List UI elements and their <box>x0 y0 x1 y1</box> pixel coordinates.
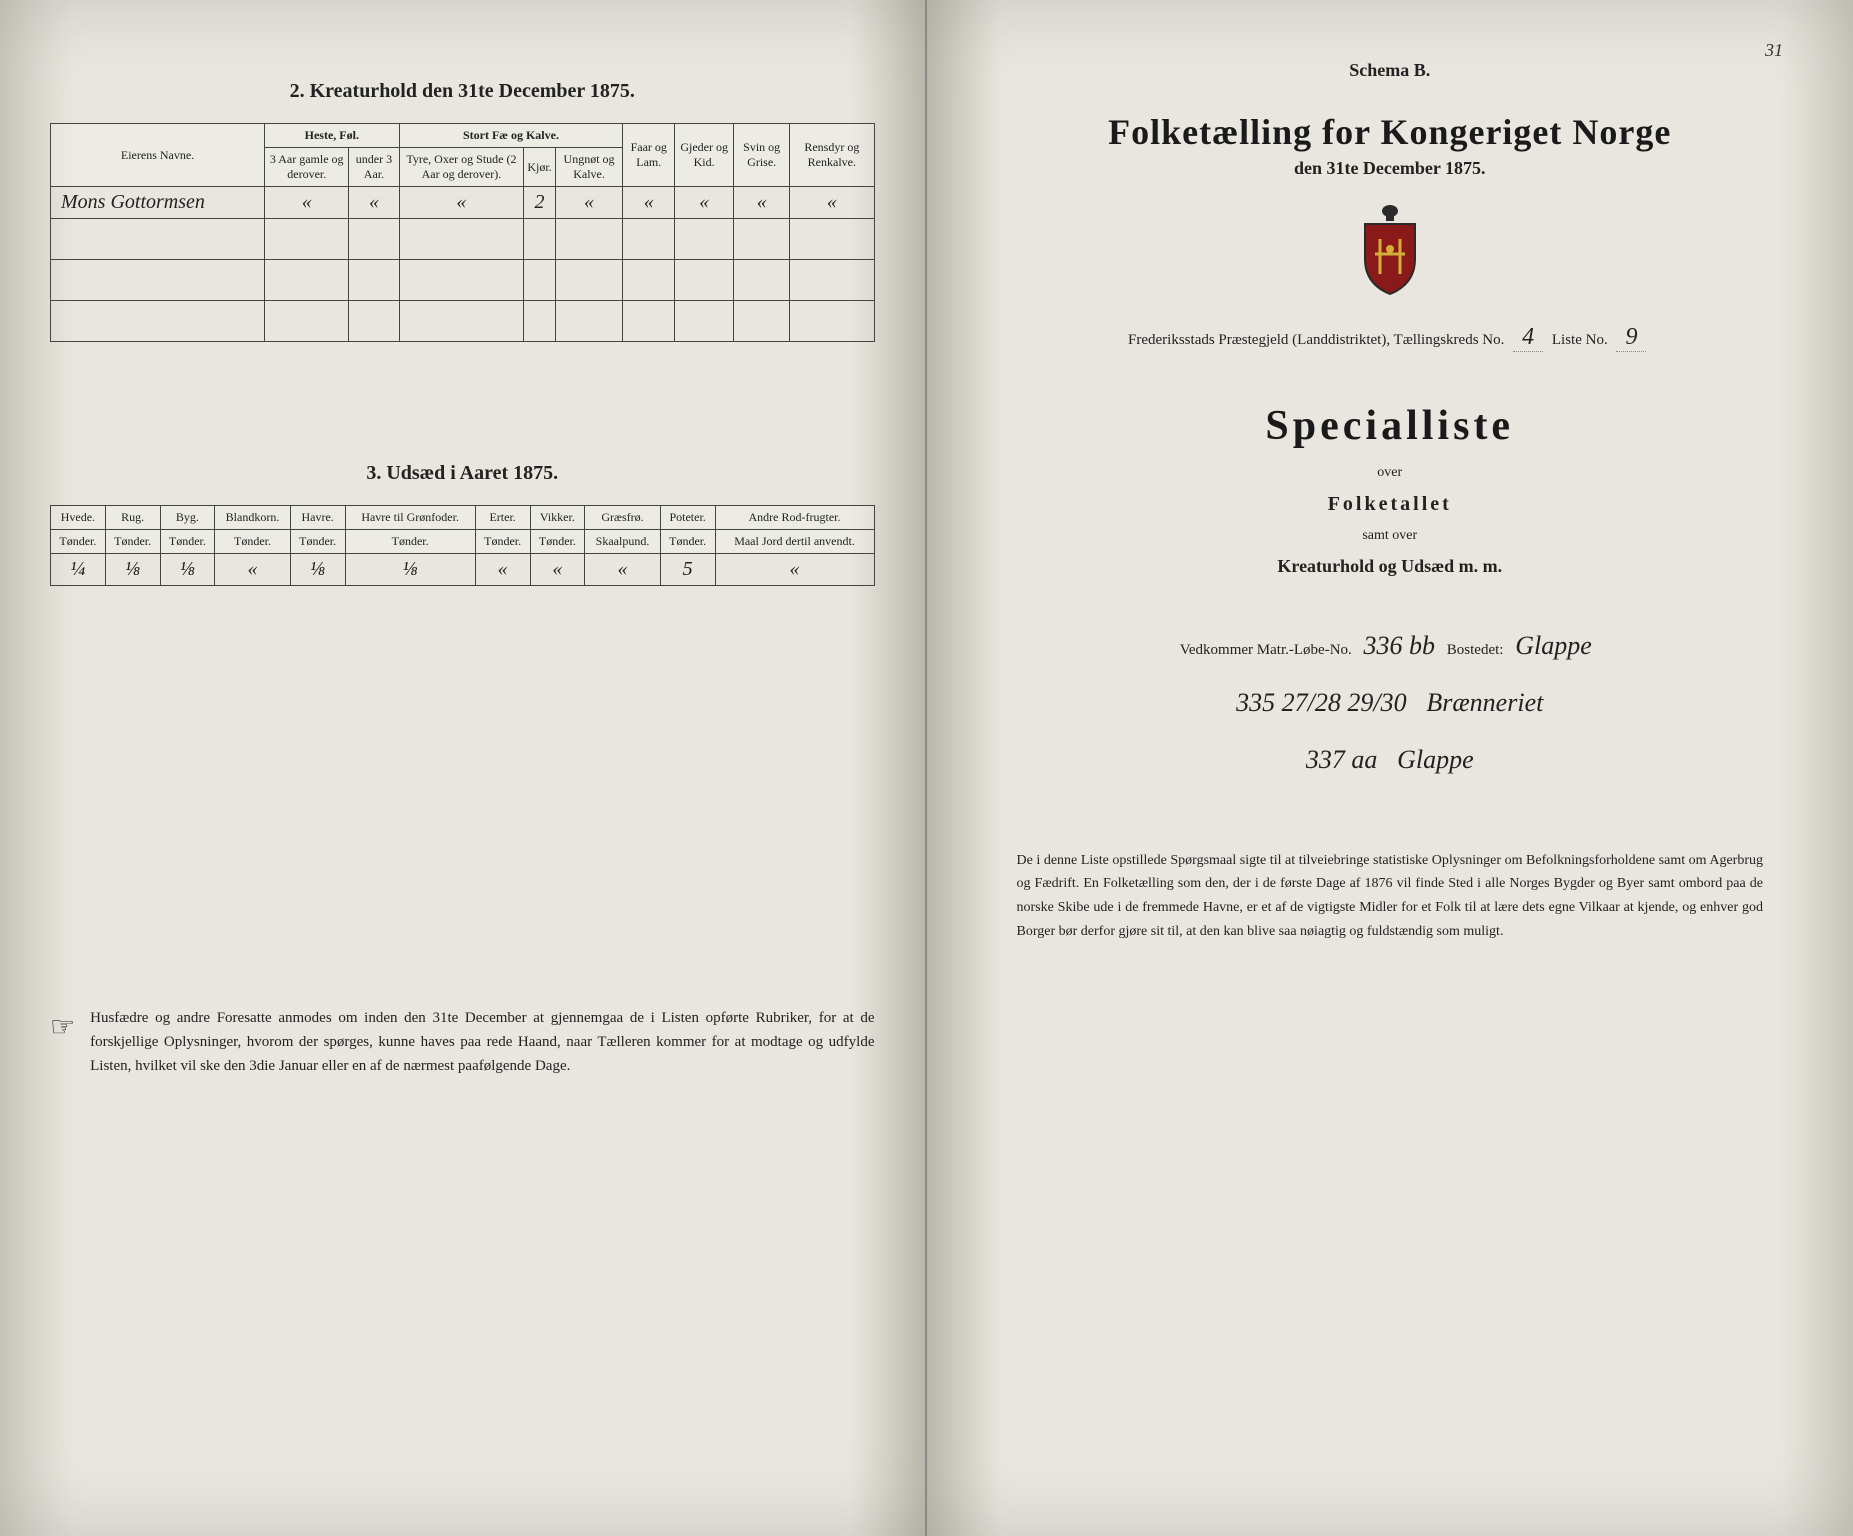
matr1: 336 bb <box>1364 617 1436 674</box>
col-byg: Byg. <box>160 506 215 530</box>
u-c2: ⅛ <box>105 554 160 586</box>
group-storfe: Stort Fæ og Kalve. <box>399 124 623 148</box>
vedkommer-block: Vedkommer Matr.-Løbe-No. 336 bb Bostedet… <box>977 617 1804 789</box>
liste-label: Liste No. <box>1552 332 1608 348</box>
coat-of-arms-icon <box>977 199 1804 304</box>
u-c11: « <box>715 554 874 586</box>
unit-6: Tønder. <box>345 530 475 554</box>
pointing-hand-icon: ☞ <box>50 1006 75 1078</box>
row1-c9: « <box>790 187 874 219</box>
bosted2: Brænneriet <box>1426 674 1543 731</box>
bosted1: Glappe <box>1515 617 1592 674</box>
row1-c1: « <box>265 187 349 219</box>
row1-c8: « <box>734 187 790 219</box>
col-grasfro: Græsfrø. <box>585 506 661 530</box>
u-c3: ⅛ <box>160 554 215 586</box>
right-footnote: De i denne Liste opstillede Spørgsmaal s… <box>977 849 1804 944</box>
col-havre: Havre. <box>290 506 345 530</box>
row1-name: Mons Gottormsen <box>51 187 265 219</box>
u-c4: « <box>215 554 291 586</box>
col-kjor: Kjør. <box>524 148 555 187</box>
udsaed-table: Hvede. Rug. Byg. Blandkorn. Havre. Havre… <box>50 505 875 586</box>
bosted3: Glappe <box>1397 731 1474 788</box>
col-havre-gron: Havre til Grønfoder. <box>345 506 475 530</box>
col-gjeder: Gjeder og Kid. <box>675 124 734 187</box>
col-svin: Svin og Grise. <box>734 124 790 187</box>
row1-c7: « <box>675 187 734 219</box>
samt-over: samt over <box>977 528 1804 544</box>
specialliste-title: Specialliste <box>977 402 1804 450</box>
sub-date: den 31te December 1875. <box>977 158 1804 179</box>
main-title: Folketælling for Kongeriget Norge <box>977 111 1804 153</box>
u-c8: « <box>530 554 585 586</box>
col-eier: Eierens Navne. <box>51 124 265 187</box>
col-blandkorn: Blandkorn. <box>215 506 291 530</box>
unit-10: Tønder. <box>660 530 715 554</box>
unit-7: Tønder. <box>475 530 530 554</box>
left-footnote: ☞ Husfædre og andre Foresatte anmodes om… <box>50 1006 875 1078</box>
row1-c5: « <box>555 187 623 219</box>
kreatur-table: Eierens Navne. Heste, Føl. Stort Fæ og K… <box>50 123 875 342</box>
matr2: 335 27/28 29/30 <box>1236 674 1406 731</box>
col-heste-old: 3 Aar gamle og derover. <box>265 148 349 187</box>
unit-2: Tønder. <box>105 530 160 554</box>
district-prefix: Frederiksstads Præstegjeld (Landdistrikt… <box>1128 332 1504 348</box>
group-heste: Heste, Føl. <box>265 124 399 148</box>
col-vikker: Vikker. <box>530 506 585 530</box>
col-tyre: Tyre, Oxer og Stude (2 Aar og derover). <box>399 148 524 187</box>
kreatur-blank-row <box>51 301 875 342</box>
bostedet-label: Bostedet: <box>1447 642 1504 658</box>
udsaed-row-1: ¼ ⅛ ⅛ « ⅛ ⅛ « « « 5 « <box>51 554 875 586</box>
kreds-no: 4 <box>1513 324 1543 352</box>
section3-title: 3. Udsæd i Aaret 1875. <box>50 462 875 485</box>
over1: over <box>977 465 1804 481</box>
schema-label: Schema B. <box>977 60 1804 81</box>
matr3: 337 aa <box>1306 731 1378 788</box>
section2-title: 2. Kreaturhold den 31te December 1875. <box>50 80 875 103</box>
col-ungnot: Ungnøt og Kalve. <box>555 148 623 187</box>
page-number: 31 <box>1765 40 1783 61</box>
col-andre: Andre Rod-frugter. <box>715 506 874 530</box>
col-heste-young: under 3 Aar. <box>349 148 399 187</box>
kreatur-blank-row <box>51 219 875 260</box>
kreatur-blank-row <box>51 260 875 301</box>
unit-4: Tønder. <box>215 530 291 554</box>
district-line: Frederiksstads Præstegjeld (Landdistrikt… <box>977 324 1804 352</box>
unit-11: Maal Jord dertil anvendt. <box>715 530 874 554</box>
unit-9: Skaalpund. <box>585 530 661 554</box>
book-spread: 2. Kreaturhold den 31te December 1875. E… <box>0 0 1853 1536</box>
left-page: 2. Kreaturhold den 31te December 1875. E… <box>0 0 927 1536</box>
col-faar: Faar og Lam. <box>623 124 675 187</box>
unit-3: Tønder. <box>160 530 215 554</box>
folketallet: Folketallet <box>977 493 1804 516</box>
row1-c6: « <box>623 187 675 219</box>
right-page: 31 Schema B. Folketælling for Kongeriget… <box>927 0 1853 1536</box>
kreatur-line: Kreaturhold og Udsæd m. m. <box>977 556 1804 577</box>
kreatur-row-1: Mons Gottormsen « « « 2 « « « « « <box>51 187 875 219</box>
u-c9: « <box>585 554 661 586</box>
vedkommer-label: Vedkommer Matr.-Løbe-No. <box>1180 642 1352 658</box>
u-c1: ¼ <box>51 554 106 586</box>
u-c6: ⅛ <box>345 554 475 586</box>
u-c10: 5 <box>660 554 715 586</box>
footnote-text: Husfædre og andre Foresatte anmodes om i… <box>90 1006 874 1078</box>
row1-c3: « <box>399 187 524 219</box>
u-c7: « <box>475 554 530 586</box>
row1-c2: « <box>349 187 399 219</box>
col-erter: Erter. <box>475 506 530 530</box>
col-rug: Rug. <box>105 506 160 530</box>
unit-5: Tønder. <box>290 530 345 554</box>
unit-8: Tønder. <box>530 530 585 554</box>
unit-1: Tønder. <box>51 530 106 554</box>
col-poteter: Poteter. <box>660 506 715 530</box>
u-c5: ⅛ <box>290 554 345 586</box>
col-hvede: Hvede. <box>51 506 106 530</box>
row1-c4: 2 <box>524 187 555 219</box>
col-rensdyr: Rensdyr og Renkalve. <box>790 124 874 187</box>
liste-no: 9 <box>1616 324 1646 352</box>
